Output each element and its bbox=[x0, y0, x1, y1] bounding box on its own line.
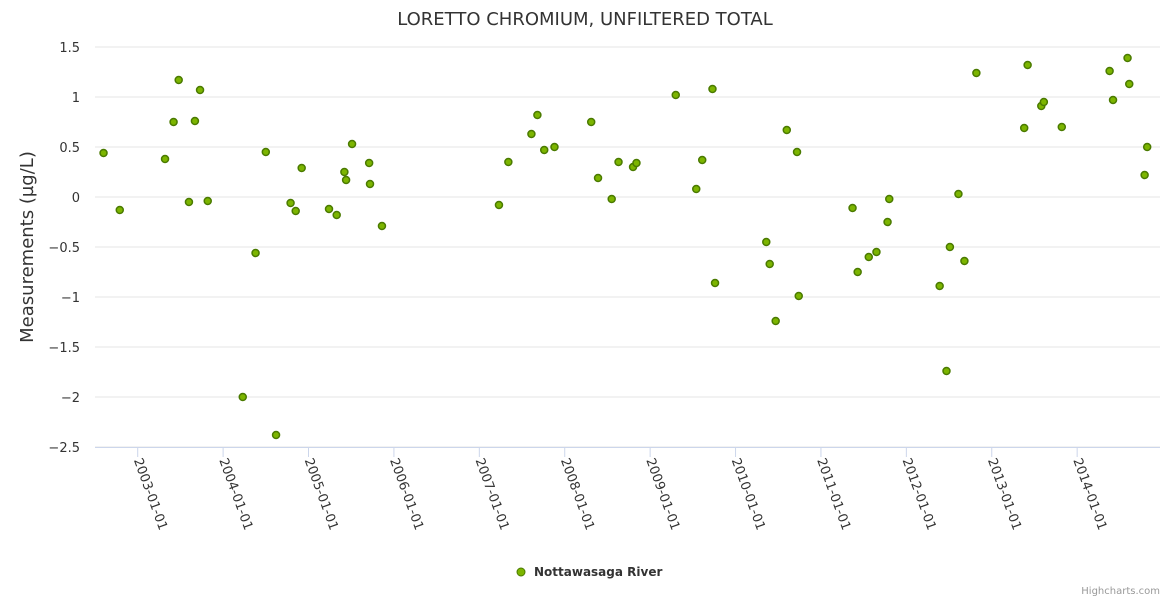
data-point bbox=[1142, 142, 1152, 152]
legend-label: Nottawasaga River bbox=[534, 565, 662, 579]
data-point bbox=[504, 157, 513, 167]
data-point bbox=[848, 203, 857, 213]
data-point bbox=[347, 139, 357, 149]
data-point bbox=[782, 125, 792, 135]
data-point bbox=[340, 167, 349, 177]
data-point bbox=[195, 85, 205, 95]
x-tick-label: 2007-01-01 bbox=[472, 456, 512, 532]
data-point bbox=[935, 281, 944, 291]
data-point bbox=[671, 90, 681, 100]
data-point bbox=[954, 189, 963, 199]
data-point bbox=[692, 184, 701, 194]
y-tick-label: −2.5 bbox=[48, 441, 80, 456]
data-point bbox=[286, 198, 295, 208]
data-point bbox=[794, 291, 803, 301]
data-point bbox=[593, 173, 603, 183]
data-point bbox=[771, 316, 780, 326]
data-point bbox=[203, 196, 212, 206]
legend-item[interactable]: Nottawasaga River bbox=[516, 565, 662, 579]
data-point bbox=[365, 179, 375, 189]
data-point bbox=[238, 392, 248, 402]
data-point bbox=[632, 158, 641, 168]
data-point bbox=[527, 129, 536, 139]
data-point bbox=[1023, 60, 1032, 70]
data-point bbox=[174, 75, 183, 85]
x-tick-label: 2011-01-01 bbox=[813, 456, 853, 532]
data-point bbox=[1140, 170, 1149, 180]
data-point bbox=[271, 430, 281, 440]
data-point bbox=[762, 237, 771, 247]
legend-marker bbox=[516, 567, 526, 577]
data-point bbox=[972, 68, 981, 78]
data-point bbox=[864, 252, 874, 262]
x-tick-label: 2012-01-01 bbox=[899, 456, 939, 532]
y-tick-label: −1 bbox=[61, 291, 80, 306]
data-point bbox=[942, 366, 951, 376]
data-point bbox=[99, 148, 108, 158]
y-tick-label: 1 bbox=[72, 91, 80, 106]
data-point bbox=[169, 117, 178, 127]
data-point bbox=[1057, 122, 1067, 132]
x-tick-label: 2008-01-01 bbox=[557, 456, 597, 532]
data-point bbox=[792, 147, 802, 157]
x-tick-label: 2005-01-01 bbox=[301, 456, 341, 532]
data-point bbox=[550, 142, 559, 152]
x-tick-label: 2009-01-01 bbox=[642, 456, 682, 532]
data-point bbox=[539, 145, 549, 155]
data-point bbox=[324, 204, 334, 214]
data-point bbox=[885, 194, 894, 204]
y-axis-label: Measurements (µg/L) bbox=[17, 151, 38, 343]
data-point bbox=[115, 205, 125, 215]
data-point bbox=[160, 154, 170, 164]
x-tick-label: 2014-01-01 bbox=[1069, 456, 1109, 532]
data-point bbox=[1019, 123, 1029, 133]
data-point bbox=[297, 163, 306, 173]
data-point bbox=[1108, 95, 1118, 105]
data-point bbox=[697, 155, 707, 165]
data-point bbox=[960, 256, 969, 266]
data-point bbox=[710, 278, 720, 288]
y-tick-label: −1.5 bbox=[48, 341, 80, 356]
data-point bbox=[765, 259, 774, 269]
data-point bbox=[332, 210, 341, 220]
data-point bbox=[251, 248, 260, 258]
data-point bbox=[1039, 97, 1049, 107]
data-point bbox=[708, 84, 717, 94]
data-point bbox=[872, 247, 881, 257]
x-tick-label: 2006-01-01 bbox=[386, 456, 426, 532]
x-tick-label: 2010-01-01 bbox=[728, 456, 768, 532]
data-point bbox=[883, 217, 892, 227]
y-tick-label: 0 bbox=[72, 191, 80, 206]
data-point bbox=[586, 117, 596, 127]
y-tick-label: −0.5 bbox=[48, 241, 80, 256]
credit-link[interactable]: Highcharts.com bbox=[1081, 586, 1160, 597]
chart-title: LORETTO CHROMIUM, UNFILTERED TOTAL bbox=[397, 9, 773, 30]
data-point bbox=[494, 200, 504, 210]
y-tick-label: 0.5 bbox=[59, 141, 80, 156]
data-point bbox=[261, 147, 271, 157]
data-point bbox=[1123, 53, 1132, 63]
data-point bbox=[607, 194, 616, 204]
data-point bbox=[1105, 66, 1114, 76]
data-point bbox=[341, 175, 351, 185]
x-tick-label: 2003-01-01 bbox=[130, 456, 170, 532]
data-point bbox=[377, 221, 387, 231]
data-point bbox=[945, 242, 955, 252]
data-point bbox=[1125, 79, 1134, 89]
x-tick-label: 2004-01-01 bbox=[215, 456, 255, 532]
y-tick-label: −2 bbox=[61, 391, 80, 406]
data-point bbox=[291, 206, 300, 216]
data-point bbox=[190, 116, 200, 126]
data-point bbox=[364, 158, 374, 168]
y-tick-label: 1.5 bbox=[59, 41, 80, 56]
x-tick-label: 2013-01-01 bbox=[984, 456, 1024, 532]
data-point bbox=[853, 267, 862, 277]
data-point bbox=[533, 110, 542, 120]
data-point bbox=[184, 197, 194, 207]
data-point bbox=[614, 157, 623, 167]
